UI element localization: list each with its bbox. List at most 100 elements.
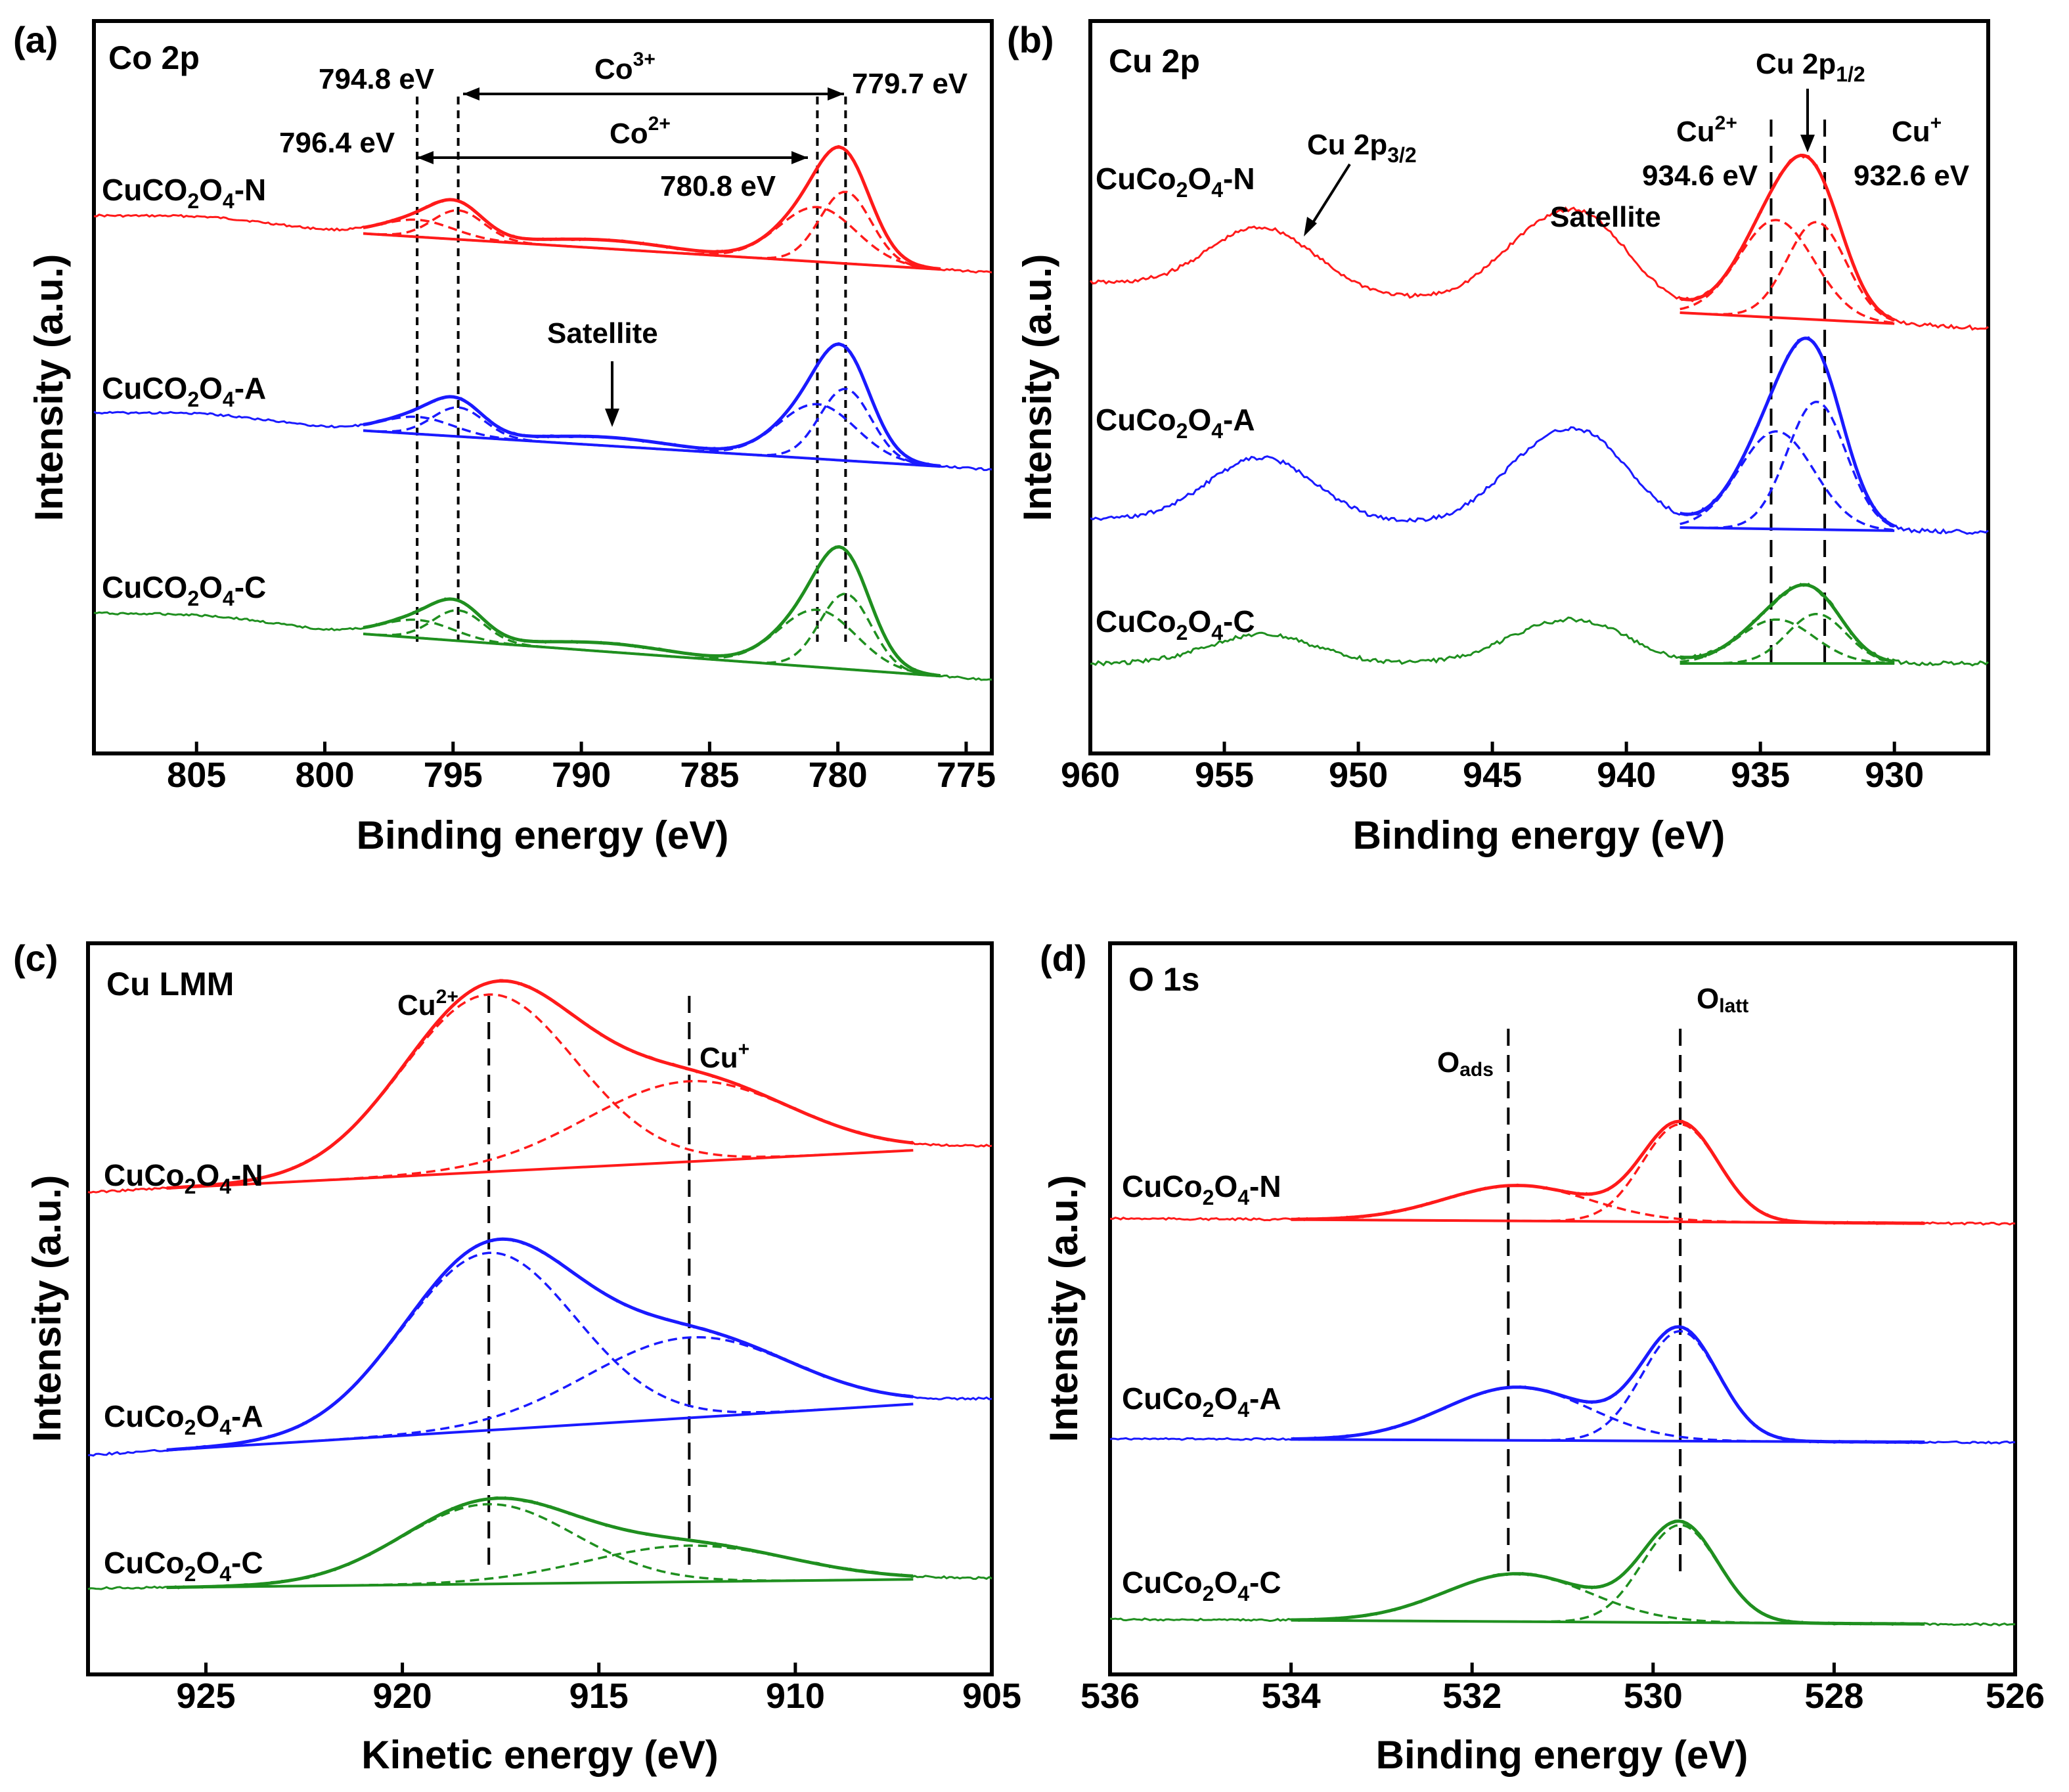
x-tick-label: 528 bbox=[1804, 1676, 1863, 1716]
panel-b-tag: (b) bbox=[1007, 19, 1054, 60]
fit-envelope-n bbox=[363, 145, 941, 271]
x-tick-label: 960 bbox=[1061, 755, 1120, 795]
panel-c-label-a: CuCo2O4-A bbox=[104, 1399, 263, 1439]
panel-d-ann-oads: Oads bbox=[1437, 1046, 1494, 1081]
panel-b-label-a: CuCo2O4-A bbox=[1096, 403, 1255, 443]
panel-b-cu2p32-arrowhead bbox=[1304, 217, 1317, 236]
fit-envelope-c bbox=[1291, 1519, 1925, 1626]
panel-d: (d) O 1s 536 534 532 530 528 526 Binding ener… bbox=[1040, 937, 2045, 1777]
panel-a-label-a: CuCO2O4-A bbox=[102, 371, 266, 411]
panel-b-label-c: CuCo2O4-C bbox=[1096, 604, 1255, 644]
fit-envelope-n bbox=[1291, 1119, 1925, 1225]
panel-c-ann-cu2: Cu2+ bbox=[397, 986, 458, 1021]
fit-component-n bbox=[166, 993, 914, 1190]
panel-a-ann-co3: Co3+ bbox=[594, 49, 656, 85]
panel-b-ylabel: Intensity (a.u.) bbox=[1015, 254, 1059, 522]
panel-d-title: O 1s bbox=[1128, 961, 1199, 998]
panel-a-satellite-arrowhead bbox=[605, 409, 619, 427]
x-tick-label: 945 bbox=[1463, 755, 1522, 795]
fit-envelope-a bbox=[1680, 336, 1896, 528]
x-tick-label: 534 bbox=[1262, 1676, 1321, 1716]
x-tick-label: 536 bbox=[1080, 1676, 1140, 1716]
x-tick-label: 955 bbox=[1195, 755, 1254, 795]
fit-envelope-c bbox=[363, 545, 941, 678]
x-tick-label: 785 bbox=[680, 755, 739, 795]
panel-c-title: Cu LMM bbox=[106, 966, 234, 1002]
panel-c: (c) Cu LMM 925 920 915 910 905 Kinetic energ… bbox=[13, 937, 1021, 1777]
panel-a-ann-co2: Co2+ bbox=[610, 113, 671, 150]
fit-component-n bbox=[1680, 219, 1895, 325]
fit-component-n bbox=[363, 209, 941, 271]
fit-component-c bbox=[1680, 618, 1895, 665]
fit-envelope-a bbox=[1291, 1325, 1925, 1444]
x-tick-label: 905 bbox=[962, 1676, 1021, 1716]
panel-c-frame bbox=[86, 941, 994, 1676]
fit-component-n bbox=[166, 1080, 914, 1190]
panel-b-label-n: CuCo2O4-N bbox=[1096, 162, 1255, 202]
panel-b-plot bbox=[1089, 120, 1989, 668]
panel-a: (a) Co 2p 805 800 795 790 785 780 775 Binding … bbox=[13, 19, 996, 857]
fit-component-n bbox=[1291, 1123, 1925, 1224]
fit-envelope-c bbox=[166, 1496, 914, 1590]
panel-a-ylabel: Intensity (a.u.) bbox=[27, 254, 71, 522]
fit-component-a bbox=[363, 388, 941, 468]
panel-d-plot bbox=[1109, 1029, 2016, 1626]
panel-c-x-ticks: 925 920 915 910 905 bbox=[176, 1663, 1021, 1716]
spectrum-n bbox=[87, 979, 992, 1194]
panel-b: (b) Cu 2p 960 955 950 945 940 935 930 Binding … bbox=[1007, 19, 1990, 857]
spectrum-a bbox=[1109, 1326, 2016, 1445]
panel-a-frame bbox=[92, 19, 994, 755]
panel-a-ann-794: 794.8 eV bbox=[319, 63, 435, 95]
panel-b-cu2p12-arrowhead bbox=[1800, 135, 1815, 152]
panel-b-xlabel: Binding energy (eV) bbox=[1353, 813, 1725, 857]
panel-d-xlabel: Binding energy (eV) bbox=[1376, 1733, 1748, 1777]
fit-component-c bbox=[1291, 1572, 1925, 1625]
fit-component-a bbox=[1680, 430, 1895, 531]
fit-component-c bbox=[166, 1544, 914, 1589]
panel-c-label-c: CuCo2O4-C bbox=[104, 1546, 263, 1586]
x-tick-label: 935 bbox=[1731, 755, 1790, 795]
fit-component-c bbox=[363, 609, 941, 678]
panel-b-ann-cu2p12: Cu 2p1/2 bbox=[1756, 48, 1865, 86]
panel-c-label-n: CuCo2O4-N bbox=[104, 1158, 263, 1198]
panel-a-ann-796: 796.4 eV bbox=[279, 127, 395, 159]
x-tick-label: 775 bbox=[937, 755, 996, 795]
panel-d-label-n: CuCo2O4-N bbox=[1122, 1169, 1281, 1209]
panel-d-label-a: CuCo2O4-A bbox=[1122, 1381, 1281, 1422]
panel-a-ann-satellite: Satellite bbox=[547, 317, 658, 349]
fit-component-n bbox=[363, 190, 941, 271]
panel-a-x-ticks: 805 800 795 790 785 780 775 bbox=[167, 742, 996, 795]
panel-b-frame bbox=[1088, 19, 1990, 755]
fit-component-a bbox=[363, 406, 941, 468]
panel-a-tag: (a) bbox=[13, 19, 58, 60]
panel-d-label-c: CuCo2O4-C bbox=[1122, 1565, 1281, 1605]
fit-envelope-c bbox=[1680, 583, 1895, 663]
fit-envelope-n bbox=[1680, 153, 1896, 322]
panel-b-ann-cu2p32: Cu 2p3/2 bbox=[1307, 129, 1417, 167]
fit-component-a bbox=[166, 1251, 914, 1452]
panel-b-cu2p32-arrow bbox=[1309, 163, 1351, 228]
x-tick-label: 940 bbox=[1597, 755, 1656, 795]
panel-a-ann-780: 780.8 eV bbox=[660, 170, 776, 202]
x-tick-label: 915 bbox=[569, 1676, 629, 1716]
x-tick-label: 795 bbox=[424, 755, 483, 795]
x-tick-label: 780 bbox=[809, 755, 868, 795]
panel-c-ylabel: Intensity (a.u.) bbox=[25, 1175, 69, 1443]
panel-a-co3-arrowhead-left bbox=[463, 87, 479, 101]
panel-b-x-ticks: 960 955 950 945 940 935 930 bbox=[1061, 742, 1924, 795]
x-tick-label: 920 bbox=[373, 1676, 432, 1716]
panel-a-label-n: CuCO2O4-N bbox=[102, 173, 266, 213]
fit-component-c bbox=[1680, 612, 1895, 665]
x-tick-label: 530 bbox=[1624, 1676, 1683, 1716]
x-tick-label: 790 bbox=[552, 755, 611, 795]
fit-component-a bbox=[1291, 1385, 1925, 1444]
panel-b-ann-cu1: Cu+ bbox=[1892, 112, 1942, 148]
panel-c-ann-cu1: Cu+ bbox=[700, 1039, 749, 1074]
fit-component-a bbox=[1680, 401, 1895, 529]
panel-a-ann-779: 779.7 eV bbox=[852, 68, 968, 100]
fit-component-a bbox=[166, 1335, 914, 1452]
x-tick-label: 805 bbox=[167, 755, 226, 795]
panel-a-co2-arrowhead-left bbox=[417, 151, 434, 164]
fit-envelope-a bbox=[166, 1237, 914, 1452]
